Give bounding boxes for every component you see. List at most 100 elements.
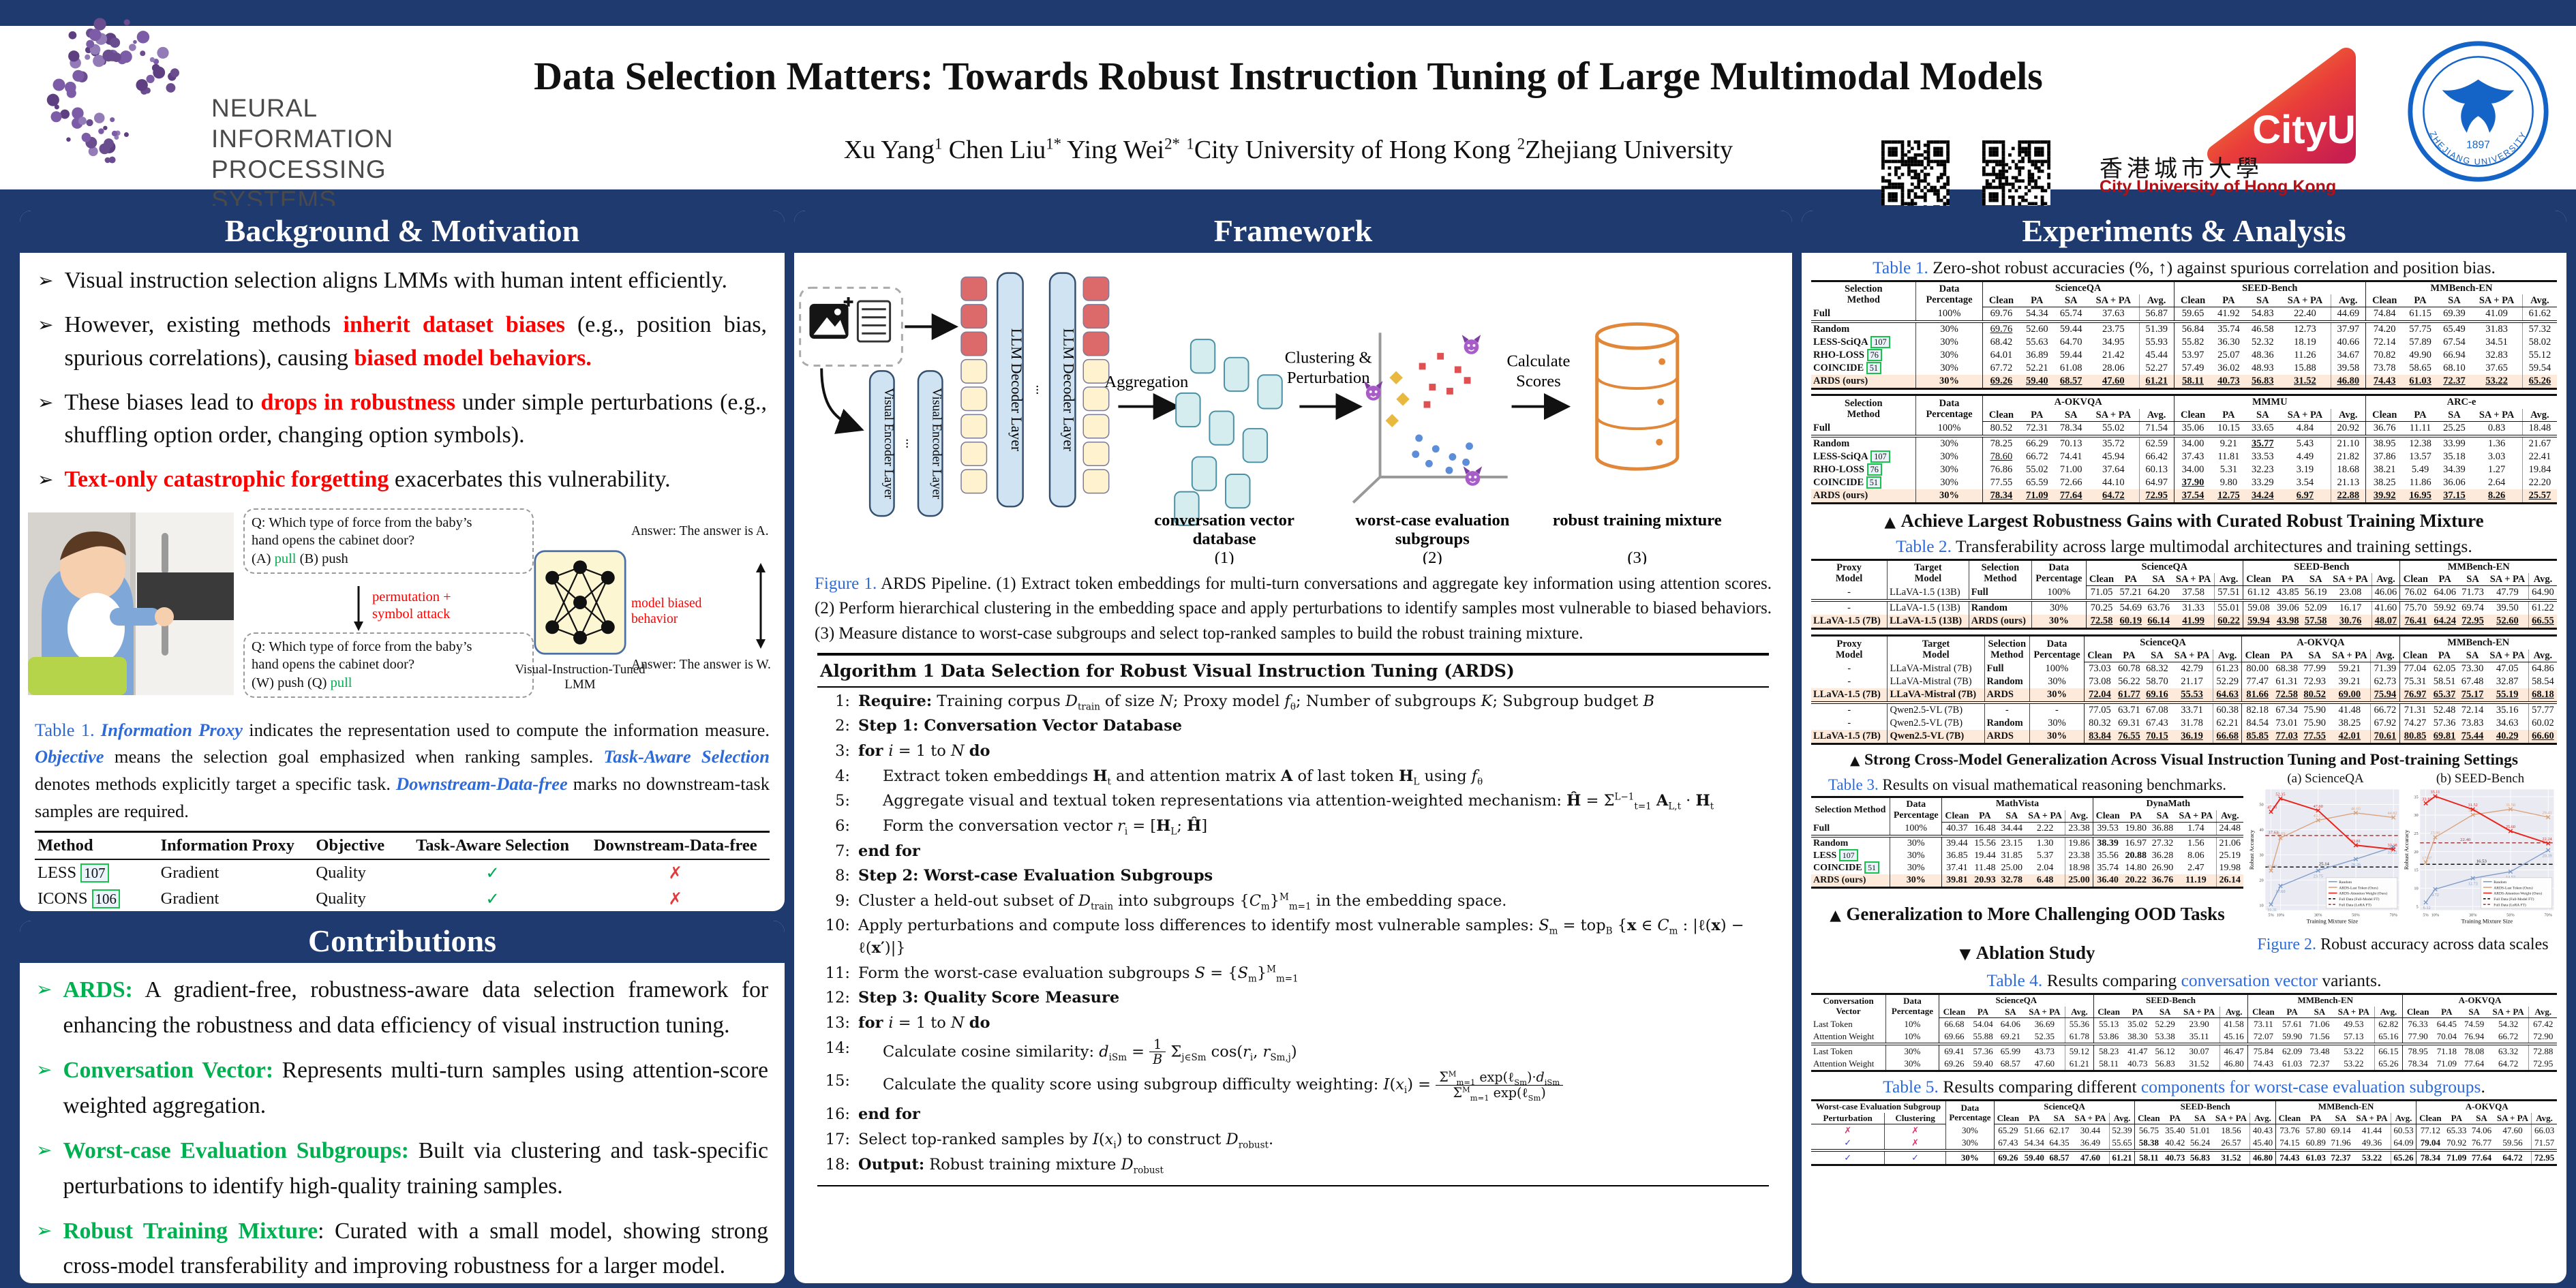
table1-block-a: Selection Method Data Percentage ScienceQA SE…: [1811, 280, 2557, 390]
biased-double-arrow: [756, 562, 766, 649]
svg-text:37.63: 37.63: [2268, 830, 2279, 835]
lmm-label: Visual-Instruction-Tuned LMM: [515, 662, 646, 692]
svg-text:14.52: 14.52: [2506, 875, 2515, 880]
svg-text:subgroups: subgroups: [1395, 530, 1470, 548]
table5: Worst-case Evaluation Subgroup Data Percen…: [1811, 1099, 2557, 1167]
svg-text:17.60: 17.60: [2275, 889, 2285, 894]
svg-text:Full Data (Full-Model FT): Full Data (Full-Model FT): [2339, 897, 2379, 902]
svg-text:6.12: 6.12: [2423, 906, 2431, 910]
svg-text:5: 5: [2416, 904, 2418, 909]
svg-text:46.65: 46.65: [2351, 806, 2361, 811]
svg-text:10%: 10%: [2431, 913, 2440, 917]
svg-text:(2): (2): [1423, 549, 1442, 564]
neurips-logo-dots: [46, 18, 180, 164]
figure2-caption: Figure 2. Robust accuracy across data sc…: [2257, 936, 2549, 954]
question-box-original: Q: Which type of force from the baby’s ha…: [243, 508, 534, 574]
cityu-name-en: City University of Hong Kong: [2100, 177, 2337, 196]
answer-w-text: Answer: The answer is W.: [631, 657, 771, 672]
panel-background-motivation: Background & Motivation ➢ Visual instruct…: [15, 206, 789, 916]
svg-text:Training Mixture Size: Training Mixture Size: [2461, 917, 2513, 924]
svg-text:CityU: CityU: [2252, 108, 2355, 152]
svg-text:23.90: 23.90: [2430, 831, 2440, 835]
neurips-logo: NEURAL INFORMATION PROCESSING SYSTEMS: [37, 12, 474, 214]
svg-text:33.81: 33.81: [2351, 839, 2361, 844]
svg-text:17.07: 17.07: [2422, 856, 2431, 861]
table-row: COINCIDE 51 30% 77.55 65.59 72.66 44.10 64.97 3…: [1811, 476, 2557, 489]
svg-text:30: 30: [2414, 813, 2418, 818]
svg-text:25: 25: [2414, 831, 2418, 836]
list-item: ➢ Text-only catastrophic forgetting exace…: [37, 467, 671, 493]
list-item: ➢ Worst-case Evaluation Subgroups: Built …: [36, 1137, 768, 1199]
svg-text:9.72: 9.72: [2431, 893, 2439, 898]
answer-a-text: Answer: The answer is A.: [631, 523, 769, 538]
table-row: COINCIDE 51 30% 67.72 52.21 61.08 28.06 52.27 5…: [1811, 362, 2557, 375]
list-item: ➢ ARDS: A gradient-free, robustness-aware…: [36, 977, 768, 1038]
list-item: ➢ Conversation Vector: Represents multi-t…: [36, 1057, 769, 1118]
svg-text:30.07: 30.07: [2468, 808, 2478, 813]
table-row: COINCIDE 51 30% 37.41 11.48 25.00 2.04 18.98 35…: [1811, 861, 2243, 875]
background-bullets: ➢ Visual instruction selection aligns LMM…: [20, 264, 785, 497]
panel-contributions: Contributions ➢ ARDS: A gradient-free, ro…: [15, 916, 789, 1288]
svg-text:15: 15: [2414, 868, 2418, 873]
list-item: ➢ Robust Training Mixture: Curated with a…: [36, 1218, 768, 1279]
svg-text:47.60: 47.60: [2314, 804, 2323, 809]
chart-a-title: (a) ScienceQA: [2287, 771, 2364, 786]
section-title-framework: Framework: [794, 211, 1792, 253]
attack-arrow: [354, 585, 363, 631]
contribution-list: ➢ ARDS: A gradient-free, robustness-aware…: [20, 972, 785, 1283]
svg-text:ARDS-Last Token (Ours): ARDS-Last Token (Ours): [2494, 885, 2532, 890]
svg-text:29.41: 29.41: [2543, 810, 2552, 815]
table1-block-b: Selection Method Data Percentage A-OKVQA MMMU…: [1811, 394, 2557, 504]
table-row: LESS 107 Gradient Quality ✓ ✗: [37, 862, 682, 883]
svg-text:Full Data (LoRA FT): Full Data (LoRA FT): [2494, 902, 2526, 907]
table-row: ✗ ✗ 30% 65.29 51.66 62.17 30.44 52.39 56.75 35.40…: [1811, 1124, 2557, 1137]
svg-text:50: 50: [2259, 803, 2263, 808]
figure2: (a) ScienceQA 10 20 30 40 50 5% 10% 30% 50% 70% 25…: [2248, 771, 2557, 966]
baby-photo: [28, 512, 234, 695]
section-title-contributions: Contributions: [20, 921, 785, 963]
question-box-perturbed: Q: Which type of force from the baby’s ha…: [243, 632, 534, 698]
cityu-name-cn: 香港城市大學: [2100, 157, 2263, 182]
svg-text:30: 30: [2259, 853, 2263, 857]
table-row: LESS-SciQA 107 30% 78.60 66.72 74.41 45.94 66.…: [1811, 450, 2557, 463]
svg-text:worst-case evaluation: worst-case evaluation: [1355, 511, 1510, 530]
figure1-caption: Figure 1. ARDS Pipeline. (1) Extract tok…: [815, 574, 1772, 643]
poster-authors: Xu Yang1 Chen Liu1* Ying Wei2* 1City Uni…: [843, 135, 1733, 164]
table-row: ✓ ✓ 30% 69.26 59.40 68.57 47.60 61.21 58.11 40.73…: [1811, 1149, 2557, 1165]
svg-text:22.40: 22.40: [2460, 838, 2471, 842]
list-item: ➢ These biases lead to drops in robustnes…: [37, 389, 767, 448]
table3-caption: Table 3. Results on visual mathematical …: [1828, 776, 2227, 793]
svg-text:22.24: 22.24: [2543, 837, 2553, 842]
svg-text:43.73: 43.73: [2314, 814, 2323, 818]
list-item: ➢ However, existing methods inherit datas…: [37, 312, 767, 371]
svg-text:Training Mixture Size: Training Mixture Size: [2307, 917, 2359, 924]
svg-text:70%: 70%: [2544, 913, 2552, 917]
svg-text:1897: 1897: [2466, 139, 2490, 151]
table2-block-b: Proxy Model Target Model Selection Method Data…: [1811, 634, 2557, 745]
svg-text:(3): (3): [1627, 549, 1647, 564]
svg-text:10%: 10%: [2277, 913, 2285, 917]
table3: Selection Method Data Percentage MathVista D…: [1811, 795, 2243, 889]
table-row: - LLaVA-Mistral (7B) Full 100% 73.03 60.78 68.…: [1811, 662, 2557, 675]
attack-label: permutation + symbol attack: [372, 589, 451, 622]
svg-text:Full Data (LoRA FT): Full Data (LoRA FT): [2339, 902, 2372, 907]
svg-text:35: 35: [2414, 795, 2418, 799]
chart-scienceqa: (a) ScienceQA 10 20 30 40 50 5% 10% 30% 50% 70% 25…: [2248, 771, 2402, 934]
table-row: Attention Weight 10% 69.66 55.88 69.21 52.35 6…: [1811, 1030, 2557, 1045]
svg-text:30%: 30%: [2314, 913, 2322, 917]
svg-text:25.14: 25.14: [2319, 861, 2330, 866]
finding-heading-3: ▲ Generalization to More Challenging OOD…: [1830, 904, 2225, 925]
svg-text:50%: 50%: [2506, 913, 2515, 917]
table-row: ARDS (ours) 30% 69.26 59.40 68.57 47.60 61.21 5…: [1811, 375, 2557, 389]
table-row: - LLaVA-1.5 (13B) Random 30% 70.25 54.69 63.76…: [1811, 600, 2557, 615]
svg-text:47.10: 47.10: [2267, 806, 2277, 810]
svg-text:ARDS-Last Token (Ours): ARDS-Last Token (Ours): [2339, 885, 2378, 890]
svg-text:conversation vector: conversation vector: [1154, 511, 1294, 530]
table-row: ICONS 106 Gradient Quality ✓ ✗: [37, 888, 682, 908]
svg-text:10: 10: [2259, 903, 2263, 908]
svg-text:31.58: 31.58: [2506, 803, 2515, 808]
svg-text:23.70: 23.70: [2267, 864, 2277, 869]
qr-code-1: [1881, 140, 1950, 209]
chart-b-title: (b) SEED-Bench: [2436, 771, 2525, 786]
table2-caption: Table 2. Transferability across large mu…: [1896, 536, 2472, 556]
